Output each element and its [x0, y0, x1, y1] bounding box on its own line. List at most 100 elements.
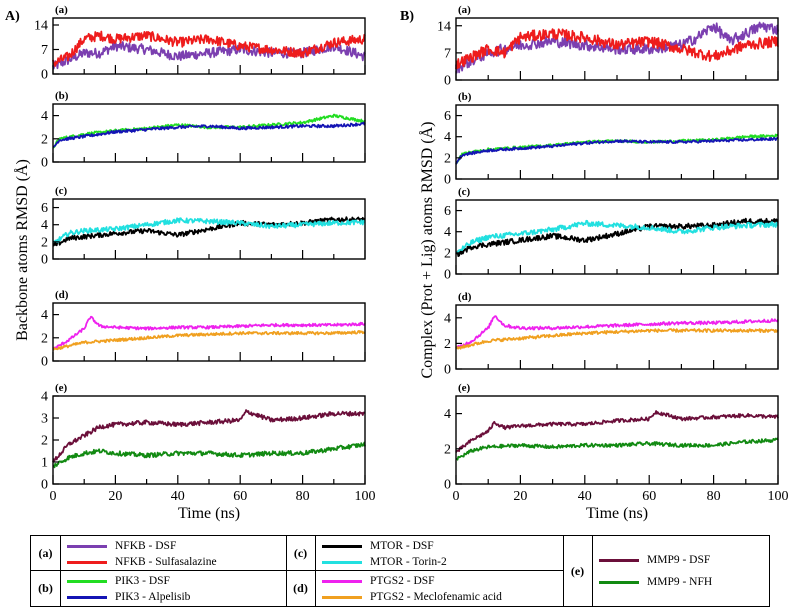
series-line-ptgs2-meclofenamic-acid: [455, 328, 779, 350]
y-tick-label: 2: [41, 434, 48, 449]
y-tick-label: 6: [444, 204, 451, 219]
legend-entry-nfkb-sulfasalazine: NFKB - Sulfasalazine: [67, 554, 217, 570]
plot-frame: [455, 304, 779, 370]
y-tick-label: 2: [444, 151, 451, 166]
subplot-label: (a): [55, 4, 68, 16]
y-tick-label: 2: [444, 246, 451, 261]
legend-divider: [286, 536, 287, 606]
series-line-mtor-dsf: [455, 217, 779, 258]
legend-entry-ptgs2-dsf: PTGS2 - DSF: [322, 573, 435, 589]
legend-swatch: [599, 558, 639, 562]
series-line-nfkb-dsf: [52, 41, 366, 70]
legend-tag: (c): [286, 536, 316, 570]
y-tick-label: 4: [444, 407, 451, 422]
y-tick-label: 3: [41, 412, 48, 427]
y-tick-label: 2: [444, 337, 451, 352]
subplot-label: (c): [458, 186, 471, 198]
legend-tag: (e): [563, 536, 593, 606]
legend-group-c: (c) MTOR - DSF MTOR - Torin-2: [286, 536, 563, 571]
legend-entry-nfkb-dsf: NFKB - DSF: [67, 538, 176, 554]
chart-b-d: (d) 0 2 4: [444, 291, 779, 378]
y-tick-label: 2: [41, 235, 48, 250]
x-tick-label: 20: [513, 489, 527, 504]
x-tick-label: 40: [578, 489, 592, 504]
y-tick-label: 4: [41, 218, 48, 233]
y-tick-label: 4: [41, 109, 48, 124]
x-tick-label: 0: [453, 489, 460, 504]
legend-table: (a) NFKB - DSF NFKB - Sulfasalazine (b) PIK3…: [30, 535, 770, 607]
x-axis-title: Time (ns): [586, 505, 648, 522]
series-line-ptgs2-dsf: [455, 315, 779, 349]
y-tick-label: 2: [41, 331, 48, 346]
y-tick-label: 2: [444, 442, 451, 457]
y-tick-label: 6: [444, 109, 451, 124]
plot-frame: [455, 395, 779, 485]
series-line-nfkb-sulfasalazine: [455, 28, 779, 70]
x-tick-label: 80: [296, 489, 310, 504]
y-tick-label: 7: [444, 46, 451, 61]
y-tick-label: 2: [41, 132, 48, 147]
legend-column: (c) MTOR - DSF MTOR - Torin-2 (d) PTGS2 - DS…: [286, 536, 563, 606]
x-tick-label: 100: [355, 489, 376, 504]
chart-a-d: (d) 0 2 4: [41, 289, 366, 370]
subplot-label: (a): [458, 4, 471, 16]
subplot-label: (e): [458, 382, 471, 394]
series-line-ptgs2-meclofenamic-acid: [52, 329, 366, 351]
series-line-mmp9-nfh: [52, 441, 366, 469]
legend-label: PTGS2 - DSF: [370, 575, 435, 587]
series-line-mtor-dsf: [52, 216, 366, 247]
y-tick-label: 4: [444, 130, 451, 145]
y-tick-label: 0: [444, 74, 451, 89]
series-line-nfkb-sulfasalazine: [52, 30, 366, 67]
legend-entry-ptgs2-meclofenamic-acid: PTGS2 - Meclofenamic acid: [322, 589, 502, 605]
legend-tag: (b): [31, 571, 61, 606]
subplot-label: (d): [458, 291, 472, 303]
legend-swatch: [67, 544, 107, 548]
legend-swatch: [67, 579, 107, 583]
series-line-mmp9-nfh: [455, 437, 779, 461]
y-tick-label: 0: [41, 355, 48, 370]
y-tick-label: 0: [444, 173, 451, 188]
legend-entry-pik3-dsf: PIK3 - DSF: [67, 573, 170, 589]
x-tick-label: 20: [108, 489, 122, 504]
subplot-label: (b): [55, 90, 69, 102]
subplot-label: (d): [55, 289, 69, 301]
legend-swatch: [322, 595, 362, 599]
legend-entry-mmp9-dsf: MMP9 - DSF: [599, 552, 710, 568]
x-axis-title: Time (ns): [178, 505, 240, 522]
ylabel-right: Complex (Prot + Lig) atoms RMSD (Å): [418, 121, 436, 378]
series-line-mmp9-dsf: [52, 409, 366, 463]
panel-b-label: B): [400, 9, 414, 24]
legend-label: NFKB - DSF: [115, 540, 177, 552]
rmsd-figure: A) B) Backbone atoms RMSD (Å) Complex (Prot…: [5, 4, 789, 522]
legend-entry-mtor-torin-2: MTOR - Torin-2: [322, 554, 447, 570]
y-tick-label: 0: [41, 156, 48, 171]
series-line-mtor-torin-2: [52, 217, 366, 244]
series-line-pik3-dsf: [52, 113, 366, 149]
plot-frame: [52, 395, 366, 485]
x-tick-label: 60: [233, 489, 247, 504]
y-tick-label: 1: [41, 456, 48, 471]
plot-frame: [52, 17, 366, 75]
chart-a-a: (a) 0 7 14: [34, 4, 366, 83]
series-line-mtor-torin-2: [455, 219, 779, 254]
subplot-label: (b): [458, 91, 472, 103]
chart-a-b: (b) 0 2 4: [41, 90, 366, 171]
chart-a-c: (c) 0 2 4 6: [41, 185, 366, 268]
y-tick-label: 0: [444, 268, 451, 283]
y-tick-label: 0: [444, 478, 451, 493]
legend-tag: (d): [286, 571, 316, 606]
legend-label: MTOR - DSF: [370, 540, 434, 552]
legend-entry-pik3-alpelisib: PIK3 - Alpelisib: [67, 589, 190, 605]
panel-a-label: A): [5, 9, 20, 24]
x-tick-label: 100: [768, 489, 789, 504]
y-tick-label: 4: [444, 311, 451, 326]
legend-group-b: (b) PIK3 - DSF PIK3 - Alpelisib: [31, 571, 286, 606]
legend-group-a: (a) NFKB - DSF NFKB - Sulfasalazine: [31, 536, 286, 571]
y-tick-label: 0: [444, 363, 451, 378]
legend-swatch: [67, 560, 107, 564]
legend-swatch: [67, 595, 107, 599]
y-tick-label: 4: [41, 308, 48, 323]
legend-column: (a) NFKB - DSF NFKB - Sulfasalazine (b) PIK3…: [31, 536, 286, 606]
